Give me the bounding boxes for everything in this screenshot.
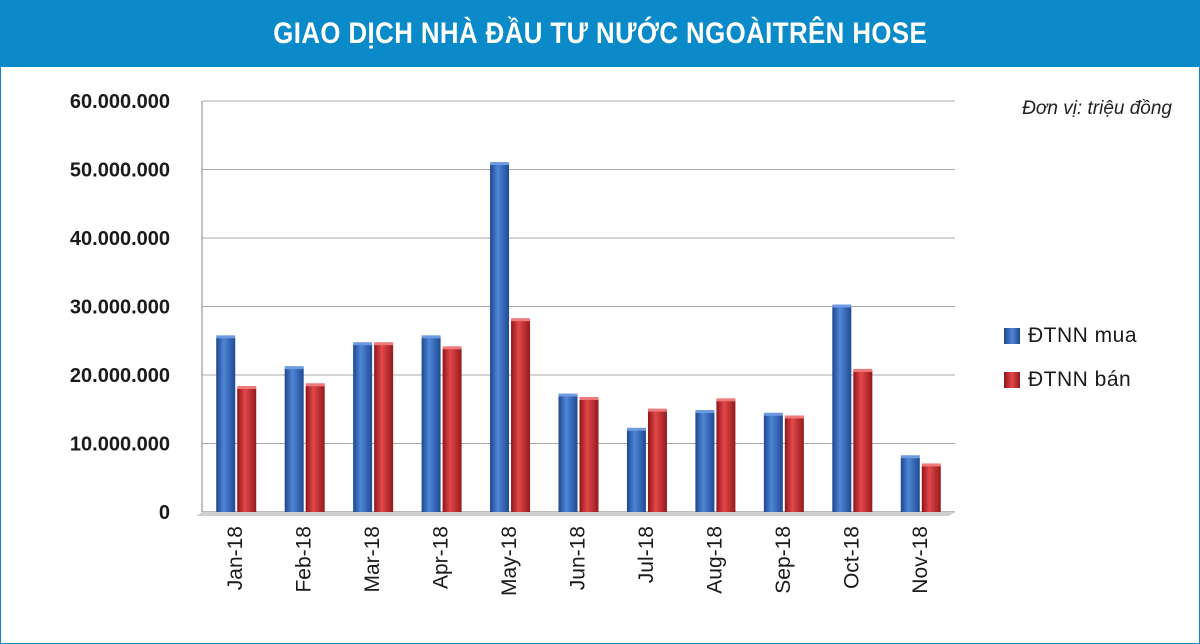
y-tick-label: 60.000.000 <box>70 91 170 113</box>
x-axis-ticks: Jan-18 Feb-18 Mar-18 Apr-18 May-18 Jun-18 Jul-… <box>224 526 932 596</box>
x-tick-label: Nov-18 <box>909 526 932 594</box>
legend: ĐTNN mua ĐTNN bán <box>1004 314 1137 402</box>
bar-sell <box>853 370 873 512</box>
bar-sell-cap <box>237 386 257 390</box>
x-tick-label: Jul-18 <box>635 526 658 583</box>
x-tick-label: Apr-18 <box>430 526 453 589</box>
plot-floor <box>196 512 955 516</box>
bar-buy-cap <box>626 427 646 431</box>
legend-item-buy: ĐTNN mua <box>1004 314 1137 358</box>
bar-buy <box>763 414 783 512</box>
bar-buy-cap <box>763 412 783 416</box>
bar-sell-cap <box>579 396 599 400</box>
bar-buy <box>490 164 510 512</box>
x-tick-label: Jun-18 <box>567 526 590 590</box>
bar-sell-cap <box>647 408 667 412</box>
y-tick-label: 30.000.000 <box>70 297 170 319</box>
legend-swatch-sell <box>1004 372 1020 388</box>
bar-sell <box>442 348 462 512</box>
bar-buy-cap <box>421 335 441 339</box>
x-tick-label: Mar-18 <box>361 526 384 593</box>
bar-buy-cap <box>216 335 236 339</box>
bar-buy-cap <box>490 162 510 166</box>
bar-chart: 0 10.000.000 20.000.000 30.000.000 40.000.00… <box>70 91 955 596</box>
bars <box>216 162 941 512</box>
legend-label-sell: ĐTNN bán <box>1028 368 1132 391</box>
bar-buy <box>284 368 304 512</box>
bar-buy <box>421 337 441 512</box>
bar-sell-cap <box>716 398 736 402</box>
x-tick-label: Aug-18 <box>703 526 726 594</box>
y-tick-label: 0 <box>159 502 170 524</box>
grid-layer <box>196 100 955 516</box>
bar-sell-cap <box>921 463 941 467</box>
x-tick-label: Sep-18 <box>772 526 795 594</box>
y-tick-label: 40.000.000 <box>70 228 170 250</box>
bar-buy-cap <box>558 393 578 397</box>
y-axis-ticks: 0 10.000.000 20.000.000 30.000.000 40.000.00… <box>70 91 170 524</box>
bar-sell-cap <box>784 415 804 419</box>
bar-sell <box>716 400 736 512</box>
x-tick-label: Jan-18 <box>224 526 247 590</box>
legend-swatch-buy <box>1004 328 1020 344</box>
y-tick-label: 20.000.000 <box>70 365 170 387</box>
bar-sell <box>784 417 804 512</box>
bar-buy <box>832 306 852 512</box>
y-tick-label: 10.000.000 <box>70 434 170 456</box>
bar-sell <box>305 385 325 512</box>
legend-item-sell: ĐTNN bán <box>1004 358 1137 402</box>
bar-buy <box>216 337 236 512</box>
bar-buy-cap <box>284 366 304 370</box>
bar-sell <box>374 344 394 512</box>
unit-note: Đơn vị: triệu đồng <box>1022 98 1172 119</box>
bar-buy <box>558 395 578 512</box>
bar-sell <box>647 410 667 512</box>
bar-sell-cap <box>305 383 325 387</box>
y-tick-label: 50.000.000 <box>70 160 170 182</box>
bar-buy-cap <box>832 304 852 308</box>
bar-buy <box>900 457 920 512</box>
x-tick-label: Feb-18 <box>293 526 316 593</box>
bar-sell-cap <box>374 342 394 346</box>
bar-buy <box>695 411 715 512</box>
bar-buy <box>626 429 646 512</box>
bar-sell-cap <box>511 318 531 322</box>
legend-label-buy: ĐTNN mua <box>1028 324 1138 347</box>
bar-buy <box>353 344 373 512</box>
bar-sell <box>579 398 599 512</box>
bar-buy-cap <box>353 342 373 346</box>
bar-sell-cap <box>442 346 462 350</box>
bar-sell <box>921 465 941 512</box>
x-tick-label: Oct-18 <box>840 526 863 589</box>
bar-sell-cap <box>853 368 873 372</box>
x-tick-label: May-18 <box>498 526 521 596</box>
bar-sell <box>237 388 257 512</box>
chart-title: GIAO DỊCH NHÀ ĐẦU TƯ NƯỚC NGOÀITRÊN HOSE <box>273 17 927 50</box>
bar-buy-cap <box>695 409 715 413</box>
title-bar: GIAO DỊCH NHÀ ĐẦU TƯ NƯỚC NGOÀITRÊN HOSE <box>1 1 1199 67</box>
bar-buy-cap <box>900 455 920 459</box>
bar-sell <box>511 320 531 512</box>
